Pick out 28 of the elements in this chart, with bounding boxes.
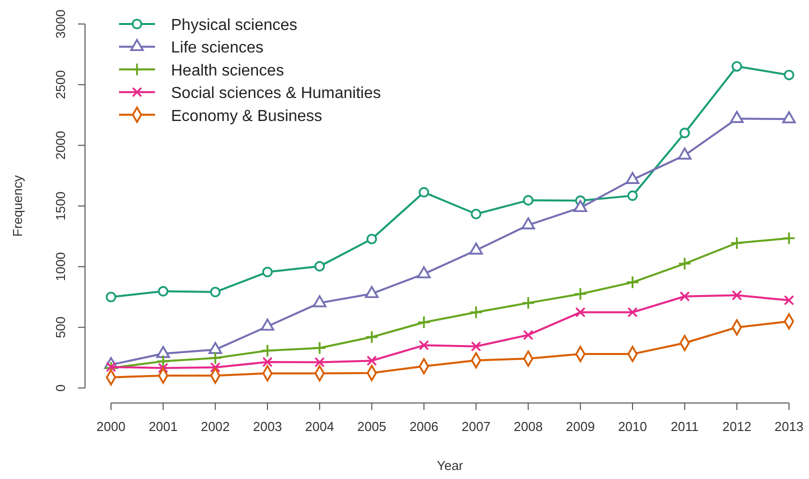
x-tick-label: 2004 — [305, 419, 334, 434]
x-tick-label: 2005 — [357, 419, 386, 434]
y-tick-label: 2500 — [53, 70, 68, 100]
x-tick-label: 2008 — [514, 419, 543, 434]
y-tick-label: 0 — [53, 384, 68, 392]
legend-label: Life sciences — [171, 40, 264, 57]
y-tick-label: 3000 — [53, 10, 68, 38]
x-tick-label: 2002 — [200, 419, 230, 434]
y-tick-label: 2000 — [53, 130, 68, 160]
y-tick-label: 1000 — [53, 252, 68, 282]
legend-label: Economy & Business — [171, 108, 322, 125]
x-tick-label: 2013 — [774, 419, 804, 434]
x-tick-label: 2001 — [148, 419, 178, 434]
x-tick-label: 2010 — [618, 419, 647, 434]
x-tick-label: 2011 — [670, 419, 699, 434]
legend-label: Social sciences & Humanities — [171, 85, 381, 102]
y-tick-label: 1500 — [53, 192, 68, 220]
legend-label: Physical sciences — [171, 17, 298, 34]
x-tick-label: 2009 — [566, 419, 595, 434]
x-tick-label: 2006 — [409, 419, 438, 434]
x-tick-label: 2012 — [722, 419, 752, 434]
x-tick-label: 2000 — [96, 419, 126, 434]
x-tick-label: 2003 — [253, 419, 282, 434]
y-tick-label: 500 — [53, 316, 68, 338]
y-axis-title: Frequency — [10, 174, 25, 237]
x-axis-title: Year — [436, 458, 464, 473]
x-tick-label: 2007 — [462, 419, 491, 434]
legend-label: Health sciences — [171, 62, 284, 80]
